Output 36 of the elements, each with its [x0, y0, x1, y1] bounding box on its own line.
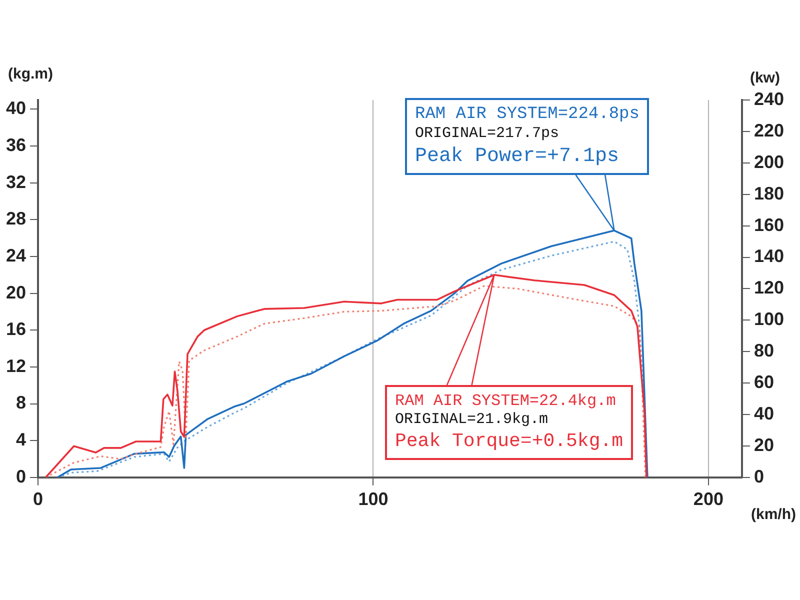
x-tick-label: 0	[33, 489, 44, 510]
annotation: Peak Torque=+0.5kg.m	[395, 430, 624, 454]
x-tick-label: 200	[693, 489, 724, 510]
y-axis-title: (kg.m)	[8, 66, 54, 83]
y-tick-label: 16	[6, 319, 26, 340]
x-tick-label: 100	[358, 489, 388, 510]
annotation: ORIGINAL=21.9kg.m	[395, 411, 550, 430]
annotation: RAM AIR SYSTEM=22.4kg.m	[395, 391, 617, 411]
annotation: ORIGINAL=217.7ps	[415, 125, 560, 144]
y2-tick-label: 240	[754, 88, 784, 109]
y-tick-label: 12	[6, 356, 26, 376]
y-tick-label: 32	[6, 172, 26, 192]
y2-tick-label: 220	[754, 120, 784, 140]
y-tick-label: 24	[6, 245, 26, 266]
y2-tick-label: 0	[754, 466, 764, 486]
annotation: Peak Power=+7.1ps	[415, 144, 620, 169]
y2-tick-label: 100	[754, 309, 784, 330]
y-tick-label: 36	[6, 134, 26, 155]
y2-tick-label: 60	[754, 372, 774, 392]
y2-tick-label: 200	[754, 152, 784, 172]
y-tick-label: 8	[16, 392, 26, 413]
y2-tick-label: 40	[754, 403, 774, 424]
y-tick-label: 40	[6, 98, 26, 118]
y-tick-label: 4	[16, 430, 26, 450]
y-tick-label: 28	[6, 208, 26, 229]
y2-tick-label: 120	[754, 278, 784, 298]
y2-tick-label: 180	[754, 183, 784, 204]
y2-axis-title: (kw)	[750, 70, 780, 87]
y2-tick-label: 140	[754, 246, 784, 266]
x-axis-title: (km/h)	[751, 506, 796, 524]
annotation: RAM AIR SYSTEM=224.8ps	[415, 104, 640, 126]
y-tick-label: 20	[6, 282, 26, 302]
y2-tick-label: 20	[754, 434, 774, 455]
y2-tick-label: 80	[754, 340, 774, 361]
y-tick-label: 0	[16, 466, 26, 486]
y2-tick-label: 160	[754, 214, 784, 235]
